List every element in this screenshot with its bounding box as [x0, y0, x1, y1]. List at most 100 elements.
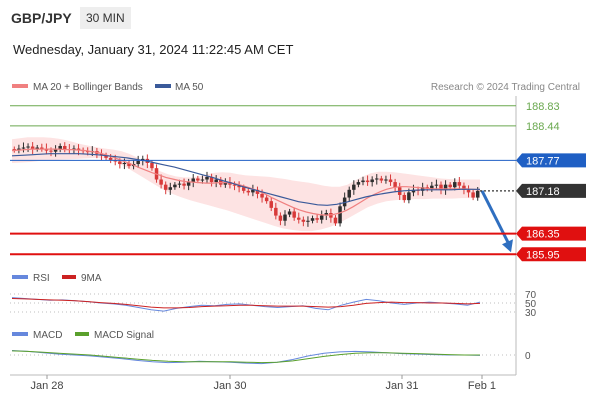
x-axis: Jan 28 Jan 30 Jan 31 Feb 1 — [10, 374, 516, 392]
candle — [191, 174, 195, 188]
candle-body — [283, 214, 287, 221]
candle-body — [76, 148, 81, 151]
candle-body — [108, 157, 113, 160]
candle-body — [58, 145, 62, 150]
candle-body — [352, 184, 356, 190]
rsi-tick-label: 70 — [525, 290, 537, 301]
candle-body — [338, 206, 342, 224]
candle — [287, 208, 292, 218]
candle — [30, 142, 35, 155]
forecast-arrow-head — [502, 239, 513, 253]
candle — [182, 178, 186, 190]
candle-body — [462, 185, 466, 190]
candle — [237, 181, 241, 193]
candle — [127, 160, 131, 169]
candle-body — [163, 184, 168, 190]
candle-body — [63, 145, 67, 150]
support-level-label: 185.95 — [526, 249, 560, 261]
candle-body — [269, 201, 273, 208]
candle — [292, 207, 296, 221]
forecast-arrow — [480, 190, 511, 245]
candle-body — [453, 182, 457, 188]
candle-body — [150, 163, 154, 169]
macd-panel: 0 — [10, 350, 531, 365]
candle — [356, 179, 361, 188]
ma20-line — [11, 148, 481, 216]
candle-body — [246, 190, 251, 193]
candle — [370, 176, 374, 187]
candle-body — [324, 213, 329, 216]
candle — [439, 181, 443, 195]
candle-body — [196, 178, 200, 181]
candle-body — [342, 197, 347, 207]
candle-body — [430, 185, 434, 189]
candle-body — [232, 184, 237, 186]
candle-body — [287, 211, 292, 215]
x-tick-label: Jan 30 — [213, 380, 246, 392]
candle-body — [466, 189, 471, 193]
candle — [297, 212, 301, 224]
macd-signal-legend-swatch — [75, 332, 89, 336]
candle — [471, 189, 475, 201]
candle-body — [21, 147, 26, 149]
candle-body — [457, 182, 462, 186]
candle — [278, 212, 283, 226]
candle — [214, 175, 218, 188]
candle — [352, 180, 356, 195]
candle-body — [443, 184, 448, 190]
candle-body — [475, 190, 480, 198]
candle-body — [118, 161, 122, 165]
candle — [393, 178, 397, 192]
rsi-legend: RSI 9MA — [12, 273, 102, 284]
candle — [35, 144, 39, 152]
candle-body — [182, 183, 186, 186]
candle-body — [99, 153, 104, 156]
ma50-legend-swatch — [155, 84, 171, 88]
candle-body — [241, 187, 246, 191]
candle — [63, 142, 67, 153]
candle-body — [278, 215, 283, 221]
candle-body — [17, 148, 21, 151]
candle — [315, 214, 319, 223]
timeframe-button[interactable]: 30 MIN — [80, 7, 131, 29]
candle-body — [209, 176, 214, 183]
rsi-ma-legend-swatch — [62, 275, 76, 279]
candle — [264, 194, 269, 204]
candle-body — [85, 151, 90, 153]
candle — [283, 210, 287, 226]
candle — [388, 174, 393, 186]
candle-body — [306, 220, 310, 222]
candle — [365, 175, 370, 186]
candle — [159, 174, 163, 189]
pivot-level-label: 187.77 — [526, 155, 560, 167]
macd-legend-swatch — [12, 332, 28, 336]
candle — [17, 144, 21, 154]
main-legend: MA 20 + Bollinger Bands MA 50 Research ©… — [12, 82, 580, 93]
candle-body — [127, 163, 131, 167]
candle-body — [177, 183, 182, 185]
candle-body — [365, 180, 370, 183]
candle — [338, 202, 342, 227]
candle-body — [439, 184, 443, 190]
candle-body — [237, 185, 241, 188]
macd-tick-label: 0 — [525, 351, 531, 362]
candle-body — [292, 211, 296, 218]
level-lines — [10, 105, 516, 256]
candle-body — [40, 147, 44, 149]
ma50-line — [11, 153, 480, 206]
candle-body — [375, 178, 379, 180]
candle — [104, 152, 108, 161]
candle — [310, 215, 315, 224]
candle — [375, 174, 379, 185]
candle-body — [297, 217, 301, 220]
candle-body — [53, 149, 58, 152]
candle — [232, 181, 237, 191]
candle-body — [448, 184, 452, 188]
candle-body — [274, 207, 278, 216]
candle — [402, 192, 407, 203]
candle-body — [402, 194, 407, 201]
resistance-level-label: 188.83 — [526, 101, 560, 113]
candle-body — [205, 176, 209, 180]
candle — [301, 216, 306, 227]
x-tick-label: Jan 31 — [385, 380, 418, 392]
